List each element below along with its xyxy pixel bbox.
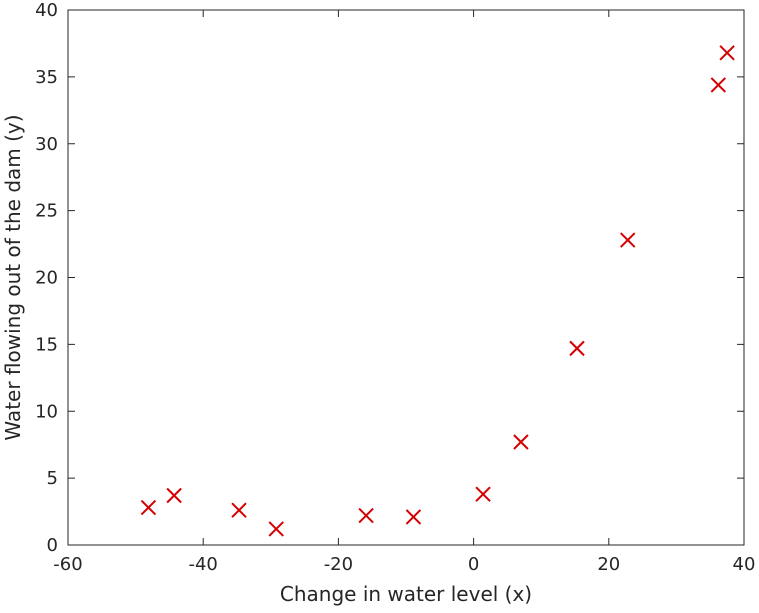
- y-tick-label: 25: [35, 201, 58, 222]
- x-tick-label: 0: [468, 554, 479, 575]
- data-points: [140, 45, 735, 537]
- y-tick-label: 15: [35, 334, 58, 355]
- y-tick-label: 35: [35, 67, 58, 88]
- plot-area: [67, 9, 745, 546]
- data-point-x-marker: [231, 502, 247, 518]
- y-axis-label: Water flowing out of the dam (y): [1, 114, 25, 440]
- x-tick-label: 40: [733, 554, 756, 575]
- data-point-x-marker: [569, 340, 585, 357]
- y-tick-label: 30: [35, 134, 58, 155]
- x-tick-label: -60: [53, 554, 82, 575]
- y-tick-label: 0: [47, 535, 58, 556]
- data-point-x-marker: [140, 499, 157, 516]
- y-tick-label: 40: [35, 0, 58, 21]
- data-point-x-marker: [475, 486, 491, 502]
- data-point-x-marker: [268, 521, 284, 537]
- data-point-x-marker: [405, 509, 422, 525]
- x-tick-label: -20: [324, 554, 353, 575]
- data-point-x-marker: [710, 77, 727, 93]
- y-tick-label: 5: [47, 468, 58, 489]
- data-point-x-marker: [358, 507, 374, 524]
- y-tick-label: 10: [35, 401, 58, 422]
- x-tick-label: 20: [597, 554, 620, 575]
- data-point-x-marker: [620, 232, 636, 248]
- data-point-x-marker: [166, 487, 182, 504]
- axis-ticks: -60 -40 -20 0 20 40 0 5 10 15 20 25 30 35 40: [35, 0, 755, 575]
- x-tick-label: -40: [188, 554, 217, 575]
- x-axis-label: Change in water level (x): [280, 582, 532, 606]
- data-point-x-marker: [513, 434, 529, 450]
- y-tick-label: 20: [35, 268, 58, 289]
- data-point-x-marker: [719, 45, 735, 61]
